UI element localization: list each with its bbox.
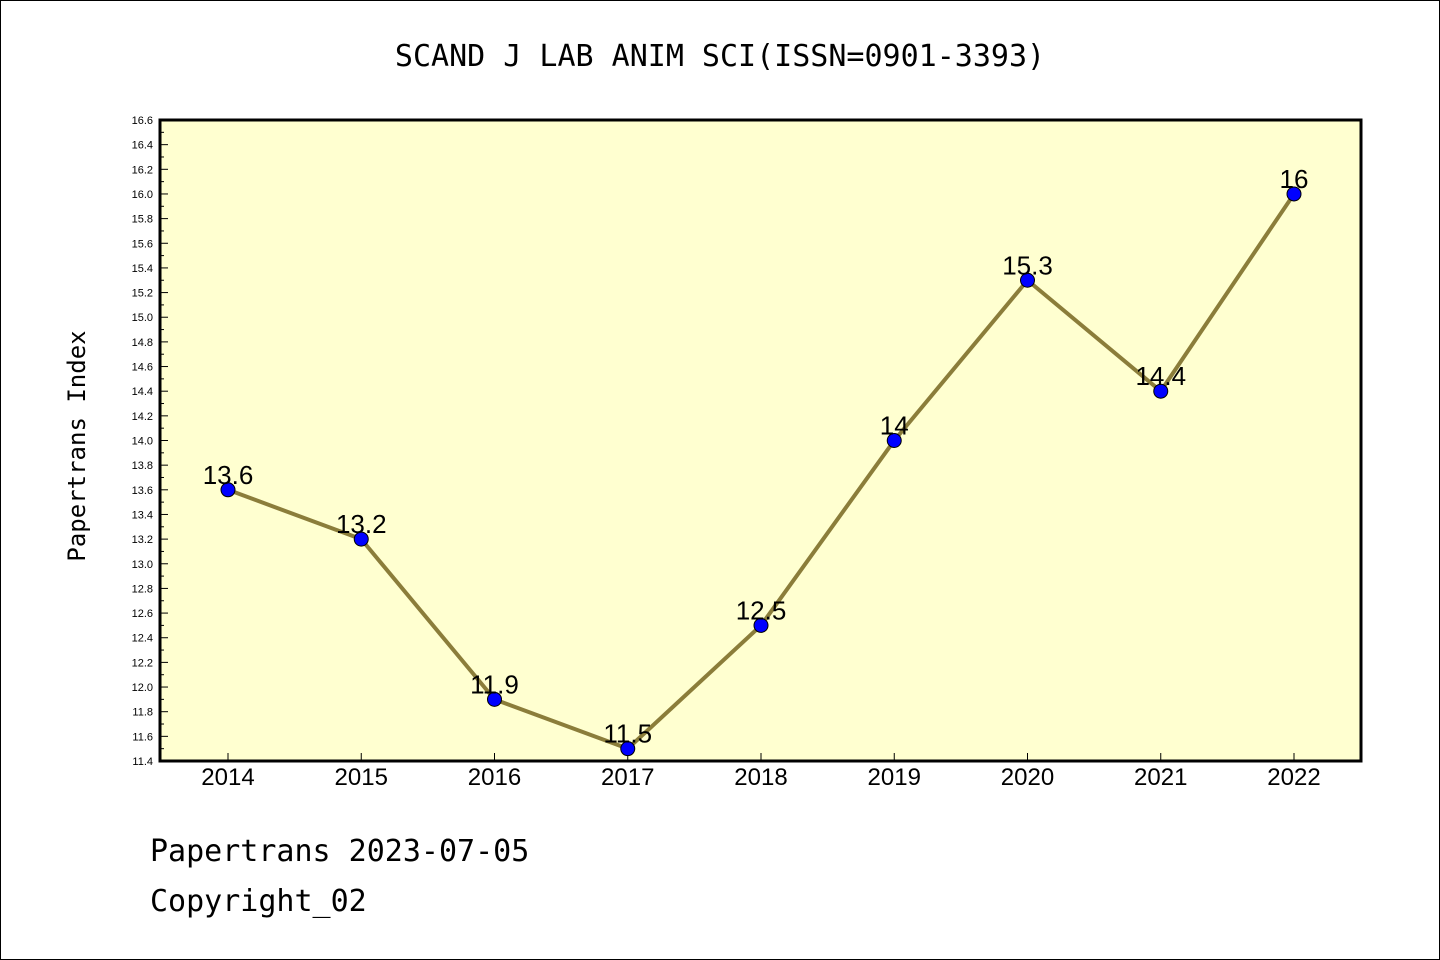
x-tick-label: 2020 [1001, 764, 1054, 791]
y-tick-label: 11.4 [132, 756, 153, 768]
x-tick-label: 2017 [601, 764, 654, 791]
y-tick-label: 12.8 [132, 583, 153, 595]
data-points [220, 186, 1302, 757]
y-tick-label: 11.8 [132, 707, 153, 719]
data-label: 11.9 [470, 669, 519, 699]
y-tick-label: 12.4 [132, 633, 153, 645]
data-label: 13.6 [203, 460, 254, 490]
data-point [487, 691, 502, 707]
y-tick-label: 15.2 [132, 288, 153, 300]
y-tick-label: 14.0 [132, 436, 153, 448]
y-tick-label: 14.8 [132, 337, 153, 349]
y-tick-label: 14.2 [132, 411, 153, 423]
data-point [1286, 186, 1302, 202]
x-tick-label: 2015 [335, 764, 388, 791]
data-label: 14 [880, 411, 909, 441]
data-point [1153, 383, 1169, 399]
data-label: 11.5 [603, 719, 652, 749]
y-tick-label: 12.6 [132, 608, 153, 620]
data-label: 14.4 [1135, 361, 1186, 391]
y-tick-label: 13.6 [132, 485, 153, 497]
x-tick-label: 2014 [201, 764, 254, 791]
x-tick-label: 2022 [1267, 764, 1320, 791]
y-tick-label: 16.6 [132, 115, 153, 127]
y-tick-label: 15.8 [132, 214, 153, 226]
plot-area [160, 120, 1361, 761]
y-tick-label: 11.6 [132, 731, 153, 743]
x-tick-label: 2019 [868, 764, 921, 791]
y-tick-label: 15.4 [132, 263, 153, 275]
y-tick-label: 12.0 [132, 682, 153, 694]
y-tick-label: 12.2 [132, 657, 153, 669]
data-point [353, 531, 369, 547]
x-tick-label: 2016 [468, 764, 521, 791]
y-axis-label: Papertrans Index [63, 330, 91, 561]
y-tick-label: 15.0 [132, 312, 153, 324]
data-label: 16 [1280, 164, 1309, 194]
y-tick-label: 15.6 [132, 238, 153, 250]
data-point [753, 617, 769, 633]
chart-title: SCAND J LAB ANIM SCI(ISSN=0901-3393) [395, 39, 1045, 74]
plot-border [158, 118, 1363, 763]
y-tick-label: 16.4 [132, 140, 153, 152]
x-tick-label: 2021 [1134, 764, 1187, 791]
data-label: 12.5 [736, 595, 787, 625]
x-tick-label: 2018 [734, 764, 787, 791]
data-point [886, 433, 902, 448]
data-point [620, 741, 636, 757]
y-tick-label: 14.4 [132, 386, 153, 398]
footer-date: Papertrans 2023-07-05 [150, 834, 530, 869]
y-tick-label: 13.8 [132, 460, 153, 472]
y-tick-label: 13.2 [132, 534, 153, 546]
y-tick-label: 16.2 [132, 164, 153, 176]
data-label: 15.3 [1002, 250, 1053, 280]
data-point [1020, 272, 1035, 288]
x-axis: 2014 2015 2016 2017 2018 2019 2020 2021 2022 [201, 753, 1321, 791]
y-tick-label: 16.0 [132, 189, 153, 201]
data-labels: 13.6 13.2 11.9 11.5 12.5 14 15.3 14.4 16 [203, 164, 1309, 749]
y-tick-label: 13.4 [132, 509, 153, 521]
data-label: 13.2 [336, 509, 387, 539]
data-point [220, 482, 236, 498]
footer-copyright: Copyright_02 [150, 884, 367, 919]
y-tick-label: 14.6 [132, 362, 153, 374]
y-tick-label: 13.0 [132, 559, 153, 571]
